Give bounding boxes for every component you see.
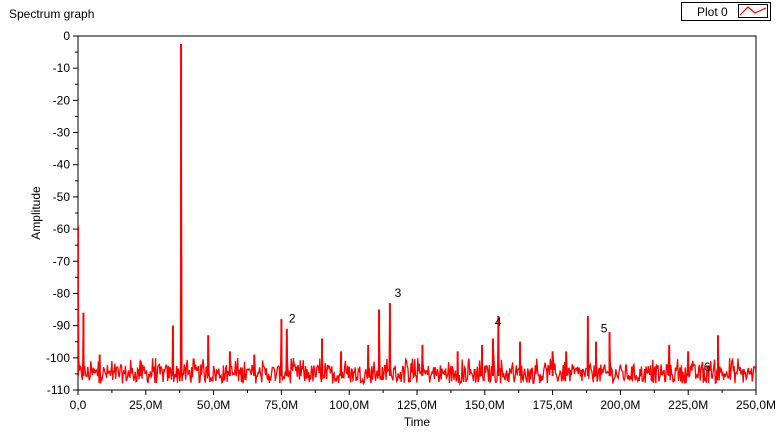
x-tick-label: 125,0M bbox=[397, 398, 437, 412]
y-tick-label: -10 bbox=[53, 61, 71, 75]
y-tick-label: -30 bbox=[53, 126, 71, 140]
plot-frame bbox=[77, 35, 757, 391]
y-tick-label: -80 bbox=[53, 286, 71, 300]
y-tick-label: -100 bbox=[46, 351, 70, 365]
x-tick-label: 0,0 bbox=[70, 398, 87, 412]
y-tick-label: -50 bbox=[53, 190, 71, 204]
y-tick-label: -90 bbox=[53, 319, 71, 333]
y-tick-label: -20 bbox=[53, 93, 71, 107]
y-tick-label: -40 bbox=[53, 158, 71, 172]
plot-legend[interactable]: Plot 0 bbox=[681, 2, 771, 21]
x-tick-label: 225,0M bbox=[668, 398, 708, 412]
peak-annotation: 2 bbox=[289, 312, 296, 326]
x-tick-label: 200,0M bbox=[600, 398, 640, 412]
series-line-plot-0 bbox=[78, 44, 756, 386]
peak-annotation: 3 bbox=[395, 286, 402, 300]
x-tick-label: 175,0M bbox=[533, 398, 573, 412]
peak-annotation: 4 bbox=[495, 315, 502, 329]
legend-label: Plot 0 bbox=[697, 5, 728, 19]
x-tick-label: 100,0M bbox=[329, 398, 369, 412]
x-axis-label: Time bbox=[404, 415, 431, 429]
x-tick-label: 250,0M bbox=[736, 398, 776, 412]
x-tick-label: 50,0M bbox=[197, 398, 230, 412]
chart-annotations: 2 3 4 5 6 bbox=[289, 286, 711, 374]
peak-annotation: 5 bbox=[601, 321, 608, 335]
y-tick-label: -70 bbox=[53, 254, 71, 268]
x-tick-label: 25,0M bbox=[129, 398, 162, 412]
y-tick-label: -60 bbox=[53, 222, 71, 236]
y-axis-label: Amplitude bbox=[29, 186, 43, 240]
x-tick-label: 150,0M bbox=[465, 398, 505, 412]
legend-line-swatch-icon bbox=[738, 4, 768, 18]
legend-swatch-line bbox=[739, 6, 767, 16]
peak-annotation: 6 bbox=[704, 360, 711, 374]
chart-series bbox=[78, 44, 756, 386]
x-tick-label: 75,0M bbox=[265, 398, 298, 412]
y-tick-label: 0 bbox=[63, 29, 70, 43]
y-tick-label: -110 bbox=[47, 383, 70, 397]
graph-title: Spectrum graph bbox=[9, 7, 95, 21]
